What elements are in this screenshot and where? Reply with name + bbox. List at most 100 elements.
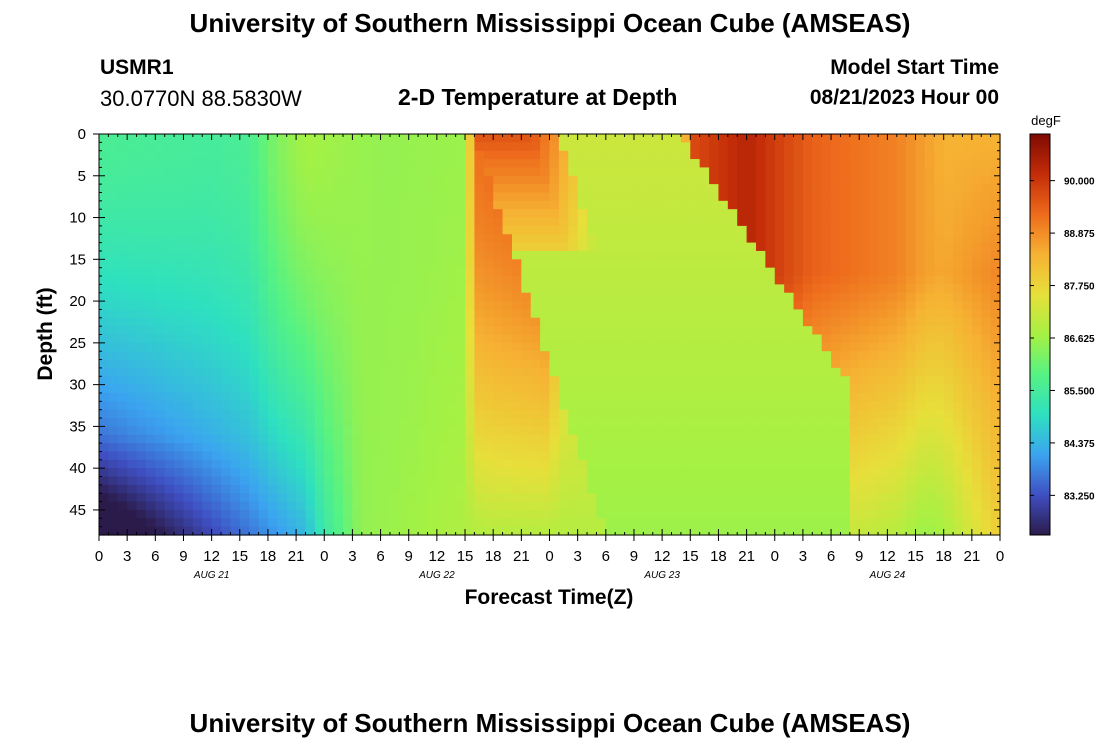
heatmap-cell: [990, 342, 1001, 352]
heatmap-cell: [680, 276, 691, 285]
heatmap-cell: [821, 501, 832, 511]
heatmap-cell: [831, 443, 842, 453]
heatmap-cell: [267, 184, 278, 194]
heatmap-cell: [465, 359, 476, 369]
heatmap-cell: [511, 518, 522, 528]
heatmap-cell: [371, 401, 382, 411]
heatmap-cell: [352, 326, 363, 336]
heatmap-cell: [587, 184, 598, 194]
heatmap-cell: [859, 184, 870, 194]
heatmap-cell: [239, 184, 250, 194]
heatmap-cell: [709, 351, 720, 361]
heatmap-cell: [624, 376, 635, 386]
heatmap-cell: [408, 167, 419, 177]
heatmap-cell: [558, 309, 569, 319]
heatmap-cell: [709, 367, 720, 377]
heatmap-cell: [906, 150, 917, 160]
heatmap-cell: [436, 384, 447, 394]
heatmap-cell: [427, 342, 438, 352]
heatmap-cell: [493, 518, 504, 528]
heatmap-cell: [718, 225, 729, 235]
heatmap-cell: [765, 384, 776, 394]
heatmap-cell: [765, 526, 776, 536]
heatmap-cell: [343, 292, 354, 302]
heatmap-cell: [418, 250, 429, 260]
heatmap-cell: [296, 334, 307, 344]
heatmap-cell: [784, 192, 795, 202]
heatmap-cell: [474, 476, 485, 486]
heatmap-cell: [868, 493, 879, 503]
heatmap-cell: [671, 326, 682, 336]
heatmap-cell: [840, 284, 851, 294]
heatmap-cell: [831, 367, 842, 377]
heatmap-cell: [483, 259, 494, 269]
heatmap-cell: [267, 451, 278, 461]
heatmap-cell: [587, 351, 598, 361]
heatmap-cell: [868, 234, 879, 244]
heatmap-cell: [221, 376, 231, 386]
heatmap-cell: [924, 142, 935, 152]
heatmap-cell: [709, 509, 720, 519]
heatmap-cell: [624, 309, 635, 319]
heatmap-cell: [296, 217, 307, 227]
heatmap-cell: [896, 409, 907, 419]
heatmap-cell: [953, 301, 964, 311]
heatmap-cell: [784, 468, 795, 478]
heatmap-cell: [662, 200, 673, 210]
x-day-label: AUG 22: [418, 570, 455, 581]
heatmap-cell: [408, 434, 419, 444]
heatmap-cell: [652, 159, 663, 169]
heatmap-cell: [887, 259, 898, 269]
heatmap-cell: [859, 434, 870, 444]
heatmap-cell: [596, 367, 607, 377]
heatmap-cell: [145, 142, 156, 152]
heatmap-cell: [662, 159, 673, 169]
heatmap-cell: [474, 501, 485, 511]
heatmap-cell: [239, 459, 250, 469]
heatmap-cell: [587, 225, 598, 235]
heatmap-cell: [671, 401, 682, 411]
heatmap-cell: [99, 351, 109, 361]
heatmap-cell: [511, 184, 522, 194]
heatmap-cell: [127, 484, 138, 494]
x-tick-label: 21: [288, 548, 305, 565]
heatmap-cell: [962, 317, 973, 327]
heatmap-cell: [906, 476, 917, 486]
heatmap-cell: [483, 359, 494, 369]
heatmap-cell: [718, 159, 729, 169]
heatmap-cell: [887, 317, 898, 327]
heatmap-cell: [558, 434, 569, 444]
heatmap-cell: [192, 276, 203, 285]
heatmap-cell: [577, 284, 588, 294]
heatmap-cell: [633, 509, 644, 519]
heatmap-cell: [324, 200, 335, 210]
heatmap-cell: [418, 276, 429, 285]
heatmap-cell: [436, 217, 447, 227]
heatmap-cell: [953, 309, 964, 319]
heatmap-cell: [192, 526, 203, 536]
heatmap-cell: [587, 501, 598, 511]
heatmap-cell: [906, 234, 917, 244]
heatmap-cell: [924, 392, 935, 402]
heatmap-cell: [540, 418, 551, 427]
heatmap-cell: [981, 142, 992, 152]
heatmap-cell: [831, 309, 842, 319]
heatmap-cell: [662, 242, 673, 252]
heatmap-cell: [164, 367, 175, 377]
heatmap-cell: [192, 426, 203, 436]
heatmap-cell: [427, 459, 438, 469]
heatmap-cell: [314, 351, 325, 361]
heatmap-cell: [765, 267, 776, 277]
heatmap-cell: [849, 351, 860, 361]
heatmap-cell: [643, 159, 654, 169]
heatmap-cell: [136, 359, 147, 369]
heatmap-cell: [727, 150, 738, 160]
heatmap-cell: [671, 217, 682, 227]
heatmap-cell: [127, 493, 138, 503]
heatmap-cell: [615, 317, 626, 327]
heatmap-cell: [174, 468, 185, 478]
heatmap-cell: [981, 234, 992, 244]
heatmap-cell: [755, 468, 766, 478]
heatmap-cell: [221, 359, 231, 369]
heatmap-cell: [737, 142, 748, 152]
